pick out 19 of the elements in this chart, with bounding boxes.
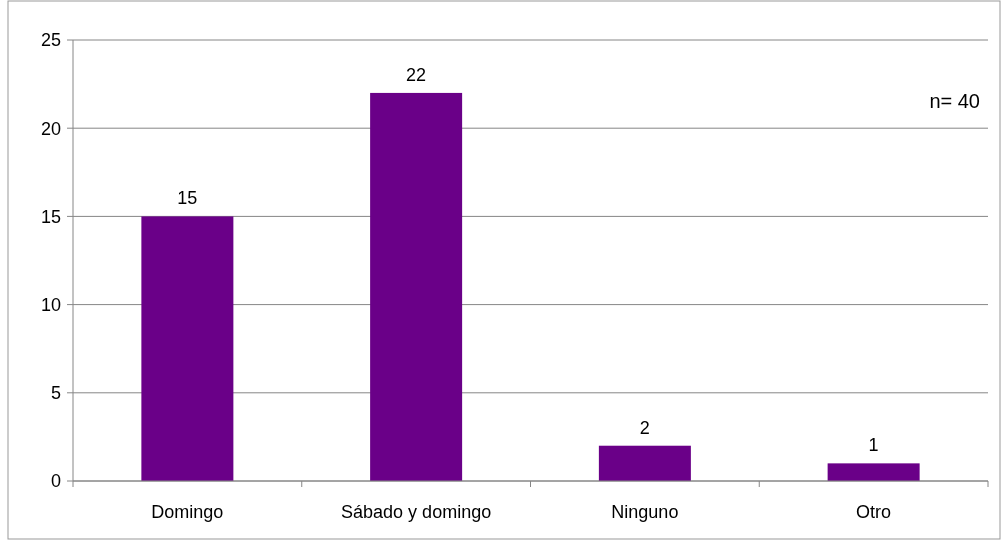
data-label: 22 (406, 64, 427, 85)
y-tick-label: 5 (50, 383, 61, 404)
x-tick-label: Domingo (151, 502, 224, 522)
data-label: 1 (868, 435, 879, 456)
bar (370, 92, 463, 481)
y-tick-label: 10 (40, 294, 61, 315)
bar (141, 216, 234, 481)
bar (827, 463, 920, 481)
y-tick-label: 20 (40, 118, 61, 139)
x-tick-label: Sábado y domingo (341, 502, 492, 522)
bar (598, 445, 691, 481)
annotation: n= 40 (929, 90, 980, 112)
y-tick-label: 15 (40, 206, 61, 227)
x-tick-label: Ninguno (611, 502, 679, 522)
y-tick-label: 0 (50, 471, 61, 492)
data-label: 2 (639, 417, 650, 438)
x-tick-label: Otro (856, 502, 892, 522)
y-tick-label: 25 (40, 30, 61, 51)
data-label: 15 (177, 188, 198, 209)
